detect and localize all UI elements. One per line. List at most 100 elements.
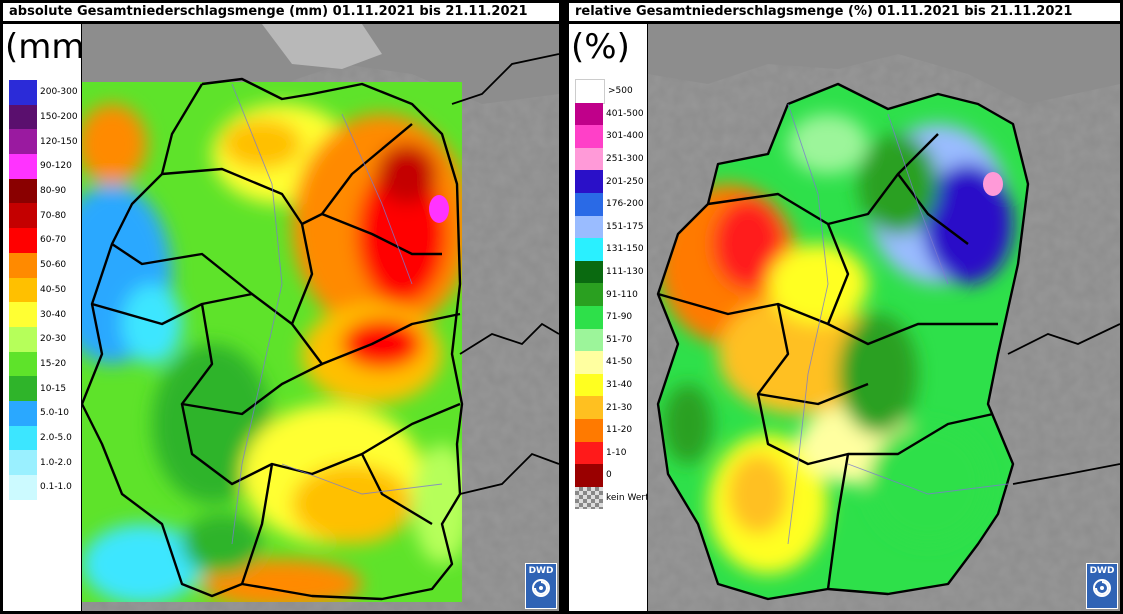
legend-entry: 80-90 [9, 178, 78, 204]
legend-entry: >500 [575, 79, 649, 104]
legend-label: 120-150 [40, 136, 78, 147]
legend-label: 131-150 [606, 244, 644, 255]
map-graphic [82, 24, 559, 611]
legend-label: 90-120 [40, 161, 72, 172]
legend-entry: 0.1-1.0 [9, 475, 78, 500]
dwd-logo-text: DWD [1089, 566, 1115, 576]
panel-title: absolute Gesamtniederschlagsmenge (mm) 0… [3, 3, 559, 21]
panel-title: relative Gesamtniederschlagsmenge (%) 01… [569, 3, 1120, 21]
legend-entry: 131-150 [575, 238, 649, 261]
legend-label: 51-70 [606, 334, 633, 345]
legend-entry: 1.0-2.0 [9, 450, 78, 475]
legend-entry: 251-300 [575, 147, 649, 171]
legend-label: 176-200 [606, 199, 644, 210]
legend-swatch [9, 277, 37, 303]
legend-label: 201-250 [606, 176, 644, 187]
legend-label: 151-175 [606, 221, 644, 232]
legend-label: 30-40 [40, 309, 67, 320]
precipitation-legend: (mm) 200-300 150-200 120-150 90-120 80-90 70-… [3, 24, 98, 611]
legend-label: 70-80 [40, 210, 67, 221]
legend-unit: (%) [571, 27, 630, 67]
percentage-map: DWD [648, 24, 1120, 611]
legend-label: 401-500 [606, 108, 644, 119]
legend-entry: kein Wert [575, 486, 649, 510]
legend-entry: 176-200 [575, 192, 649, 216]
legend-label: 40-50 [40, 284, 67, 295]
legend-swatch [9, 475, 37, 500]
legend-label: 91-110 [606, 289, 638, 300]
legend-entry: 21-30 [575, 396, 649, 419]
legend-label: 1-10 [606, 447, 627, 458]
legend-items: 200-300 150-200 120-150 90-120 80-90 70-80 60-… [9, 80, 78, 500]
legend-label: 0 [606, 470, 612, 481]
legend-entry: 15-20 [9, 351, 78, 377]
legend-label: 10-15 [40, 383, 67, 394]
precipitation-map: DWD [82, 24, 559, 611]
legend-swatch [575, 260, 603, 284]
absolute-precipitation-panel: absolute Gesamtniederschlagsmenge (mm) 0… [3, 3, 559, 611]
legend-swatch [575, 102, 603, 126]
legend-swatch [9, 129, 37, 155]
legend-swatch [575, 486, 603, 510]
legend-swatch [575, 215, 603, 239]
legend-swatch [575, 373, 603, 397]
legend-swatch [575, 125, 603, 148]
legend-entry: 201-250 [575, 170, 649, 193]
legend-swatch [9, 425, 37, 451]
legend-swatch [9, 302, 37, 327]
legend-entry: 30-40 [9, 302, 78, 327]
legend-entry: 150-200 [9, 104, 78, 130]
legend-entry: 41-50 [575, 351, 649, 374]
legend-label: 251-300 [606, 154, 644, 165]
legend-swatch [575, 305, 603, 329]
legend-entry: 20-30 [9, 326, 78, 352]
legend-swatch [575, 441, 603, 465]
legend-label: 15-20 [40, 358, 67, 369]
legend-label: 41-50 [606, 357, 633, 368]
legend-entry: 301-400 [575, 125, 649, 148]
legend-swatch [9, 326, 37, 352]
legend-swatch [9, 376, 37, 401]
legend-entry: 11-20 [575, 418, 649, 442]
legend-swatch [9, 154, 37, 179]
legend-swatch [575, 192, 603, 216]
legend-label: 80-90 [40, 186, 67, 197]
legend-swatch [9, 400, 37, 426]
legend-swatch [575, 238, 603, 261]
dwd-logo: DWD [525, 563, 557, 609]
relative-precipitation-panel: relative Gesamtniederschlagsmenge (%) 01… [566, 0, 1123, 614]
legend-entry: 90-120 [9, 154, 78, 179]
legend-swatch [575, 283, 603, 306]
legend-entry: 10-15 [9, 376, 78, 401]
legend-label: 71-90 [606, 312, 633, 323]
dwd-swirl-icon [1093, 579, 1111, 597]
legend-swatch [9, 178, 37, 204]
legend-entry: 0 [575, 464, 649, 487]
legend-label: kein Wert [606, 492, 649, 503]
map-graphic [648, 24, 1120, 611]
legend-label: 0.1-1.0 [40, 482, 72, 493]
legend-swatch [9, 104, 37, 130]
legend-entry: 151-175 [575, 215, 649, 239]
dwd-logo: DWD [1086, 563, 1118, 609]
legend-label: 21-30 [606, 402, 633, 413]
legend-label: 31-40 [606, 380, 633, 391]
legend-swatch [575, 79, 605, 104]
legend-swatch [9, 450, 37, 475]
legend-label: 301-400 [606, 131, 644, 142]
legend-entry: 60-70 [9, 228, 78, 253]
legend-label: 2.0-5.0 [40, 432, 72, 443]
legend-swatch [575, 418, 603, 442]
legend-swatch [575, 328, 603, 352]
legend-swatch [9, 228, 37, 253]
legend-entry: 401-500 [575, 102, 649, 126]
legend-label: 60-70 [40, 235, 67, 246]
legend-swatch [575, 351, 603, 374]
legend-items: >500 401-500 301-400 251-300 201-250 176-200 1… [575, 79, 649, 510]
legend-swatch [575, 170, 603, 193]
percentage-legend: (%) >500 401-500 301-400 251-300 201-250 176-… [569, 24, 649, 611]
legend-swatch [9, 351, 37, 377]
legend-swatch [575, 464, 603, 487]
legend-label: 50-60 [40, 260, 67, 271]
legend-entry: 1-10 [575, 441, 649, 465]
